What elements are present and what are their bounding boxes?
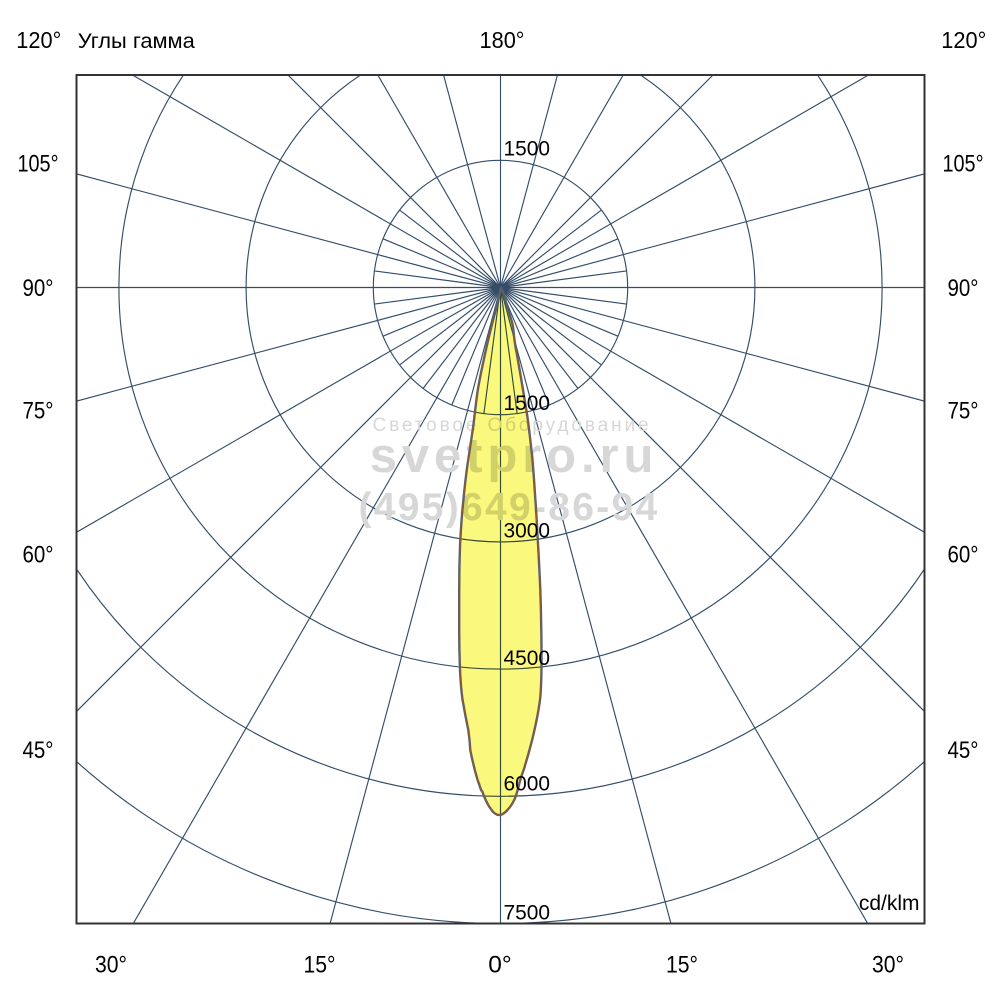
svg-text:180°: 180°	[480, 27, 525, 53]
svg-text:105°: 105°	[18, 151, 59, 178]
svg-text:90°: 90°	[23, 275, 54, 302]
svg-text:1500: 1500	[504, 392, 551, 415]
svg-text:75°: 75°	[948, 398, 979, 425]
svg-text:90°: 90°	[948, 275, 979, 302]
svg-text:1500: 1500	[504, 138, 551, 161]
svg-text:75°: 75°	[23, 398, 54, 425]
svg-text:120°: 120°	[16, 27, 61, 53]
svg-text:15°: 15°	[304, 952, 336, 979]
svg-text:105°: 105°	[943, 151, 984, 178]
svg-text:45°: 45°	[23, 737, 54, 764]
svg-text:60°: 60°	[948, 542, 979, 569]
svg-text:60°: 60°	[23, 542, 54, 569]
svg-text:15°: 15°	[666, 952, 698, 979]
svg-text:45°: 45°	[948, 737, 979, 764]
svg-text:7500: 7500	[504, 902, 551, 925]
svg-text:Углы гамма: Углы гамма	[78, 29, 195, 53]
svg-text:6000: 6000	[504, 773, 551, 796]
svg-text:0°: 0°	[488, 952, 511, 979]
svg-text:120°: 120°	[941, 27, 986, 53]
svg-text:30°: 30°	[872, 952, 904, 979]
svg-text:30°: 30°	[95, 952, 127, 979]
svg-text:4500: 4500	[504, 647, 551, 670]
svg-text:cd/klm: cd/klm	[859, 892, 920, 915]
svg-text:3000: 3000	[504, 520, 551, 543]
